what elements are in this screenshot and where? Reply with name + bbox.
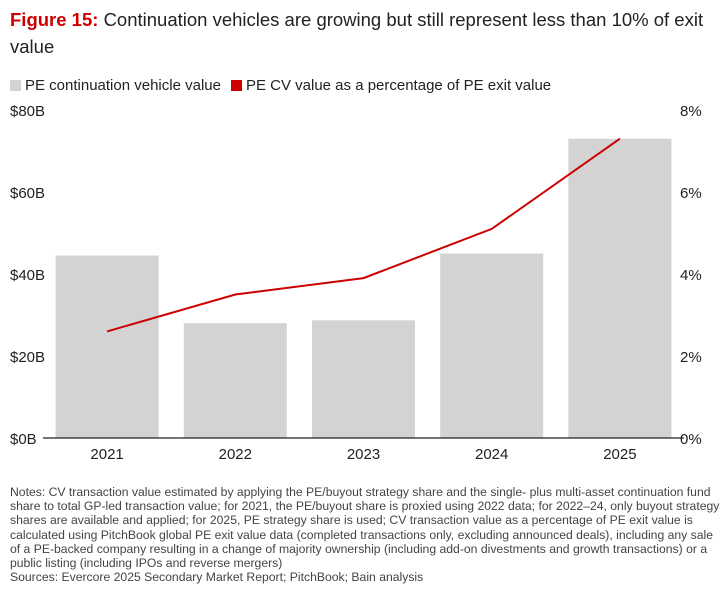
y-left-tick-label: $40B	[10, 267, 45, 284]
y-left-tick-label: $20B	[10, 349, 45, 366]
chart-notes: Notes: CV transaction value estimated by…	[10, 485, 720, 584]
legend-swatch-bar	[10, 79, 21, 91]
chart-legend: PE continuation vehicle value PE CV valu…	[10, 76, 561, 94]
legend-item-line: PE CV value as a percentage of PE exit v…	[230, 76, 552, 94]
bar-2023	[312, 320, 415, 438]
bar-2024	[440, 253, 544, 438]
x-tick-label: 2023	[347, 446, 380, 463]
x-tick-label: 2022	[219, 446, 252, 463]
notes-text: Notes: CV transaction value estimated by…	[10, 485, 720, 571]
x-tick-label: 2024	[475, 446, 508, 463]
y-right-tick-label: 4%	[680, 267, 702, 284]
y-right-tick-label: 8%	[680, 103, 702, 120]
figure-title-text: Continuation vehicles are growing but st…	[10, 9, 704, 57]
y-left-tick-label: $60B	[10, 185, 45, 202]
legend-item-bar: PE continuation vehicle value	[10, 77, 221, 94]
y-left-tick-label: $80B	[10, 103, 45, 120]
legend-label-bar: PE continuation vehicle value	[25, 76, 221, 94]
bar-2022	[183, 323, 287, 438]
legend-label-line: PE CV value as a percentage of PE exit v…	[245, 76, 552, 94]
figure-title: Figure 15: Continuation vehicles are gro…	[10, 6, 720, 60]
y-right-tick-label: 6%	[680, 185, 702, 202]
x-tick-label: 2021	[90, 446, 123, 463]
bar-2025	[568, 138, 672, 438]
sources-text: Sources: Evercore 2025 Secondary Market …	[10, 570, 424, 585]
y-left-tick-label: $0B	[10, 431, 37, 448]
combo-chart: $0B $20B $40B $60B $80B 0% 2% 4% 6% 8% 2021 2022 202…	[10, 103, 702, 463]
y-right-tick-label: 2%	[680, 349, 702, 366]
figure-number: Figure 15:	[10, 9, 99, 30]
x-tick-label: 2025	[603, 446, 636, 463]
y-right-tick-label: 0%	[680, 431, 702, 448]
bar-2021	[55, 255, 159, 438]
legend-swatch-line	[230, 79, 242, 91]
